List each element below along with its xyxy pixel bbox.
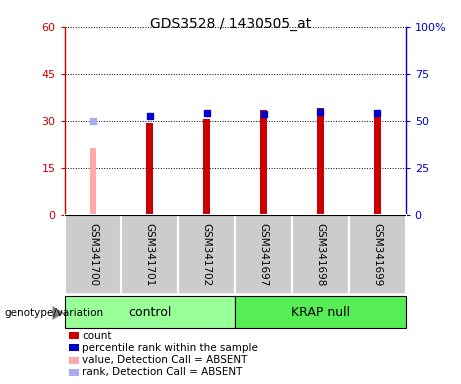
Text: genotype/variation: genotype/variation <box>5 308 104 318</box>
Text: GDS3528 / 1430505_at: GDS3528 / 1430505_at <box>150 17 311 31</box>
Bar <box>349 215 406 294</box>
Bar <box>178 215 235 294</box>
Bar <box>317 108 324 215</box>
Bar <box>235 296 406 328</box>
Bar <box>65 296 235 328</box>
Text: count: count <box>82 331 112 341</box>
Bar <box>121 215 178 294</box>
Bar <box>235 215 292 294</box>
Text: GSM341699: GSM341699 <box>372 223 382 286</box>
Text: GSM341702: GSM341702 <box>201 223 212 286</box>
Text: control: control <box>128 306 171 318</box>
Text: GSM341701: GSM341701 <box>145 223 155 286</box>
Text: GSM341697: GSM341697 <box>259 223 269 286</box>
Bar <box>260 110 267 215</box>
Bar <box>292 215 349 294</box>
Text: GSM341698: GSM341698 <box>315 223 325 286</box>
Text: percentile rank within the sample: percentile rank within the sample <box>82 343 258 353</box>
Bar <box>147 122 153 215</box>
Text: value, Detection Call = ABSENT: value, Detection Call = ABSENT <box>82 355 248 365</box>
Bar <box>203 119 210 215</box>
Bar <box>65 215 121 294</box>
Polygon shape <box>53 306 64 320</box>
Text: KRAP null: KRAP null <box>291 306 350 318</box>
Text: GSM341700: GSM341700 <box>88 223 98 286</box>
Bar <box>374 112 381 215</box>
Text: rank, Detection Call = ABSENT: rank, Detection Call = ABSENT <box>82 367 242 377</box>
Bar <box>89 147 96 215</box>
